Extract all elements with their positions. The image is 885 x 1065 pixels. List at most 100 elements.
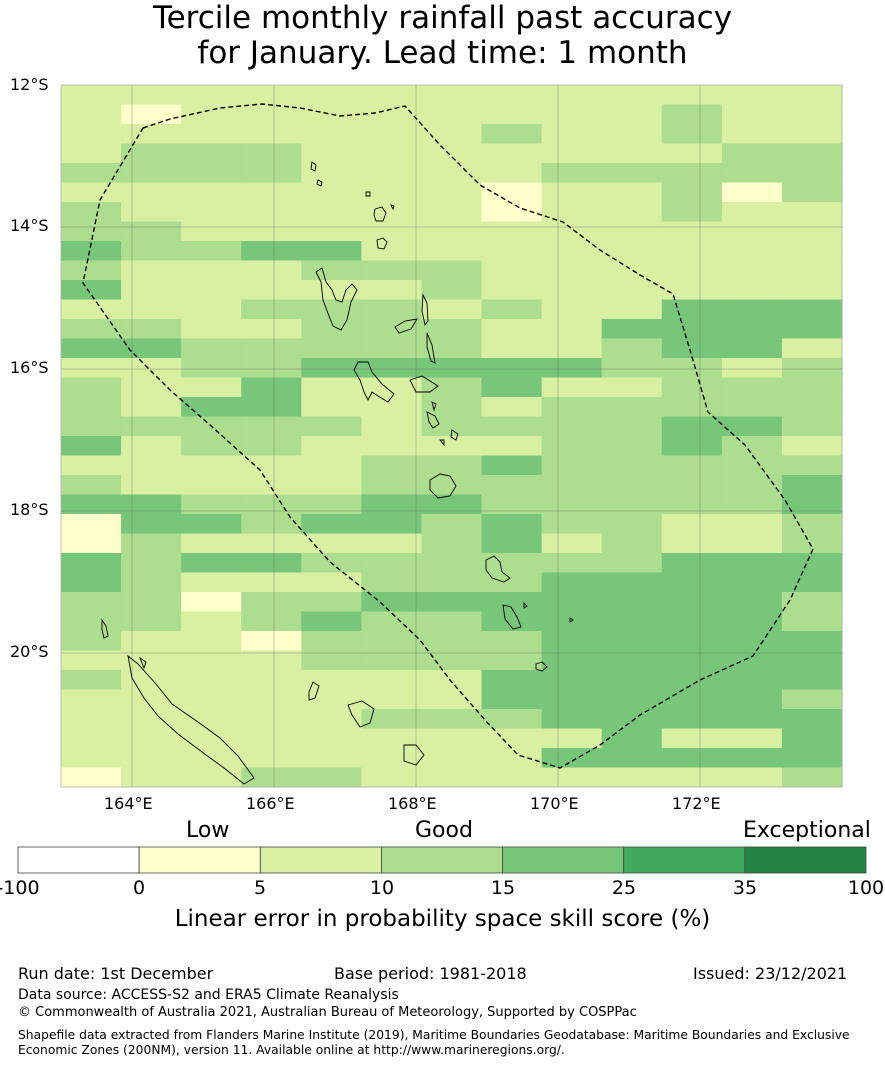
skill-cell	[721, 241, 783, 262]
skill-cell	[481, 163, 543, 184]
skill-cell	[241, 124, 302, 145]
skill-cell	[241, 592, 302, 613]
skill-cell	[61, 202, 122, 223]
skill-cell	[121, 299, 182, 320]
skill-cell	[721, 611, 783, 632]
lon-label-172e: 172°E	[672, 794, 721, 813]
skill-cell	[481, 709, 543, 730]
skill-cell	[481, 592, 543, 613]
skill-cell	[781, 143, 843, 164]
skill-cell	[361, 85, 423, 106]
skill-cell	[601, 572, 663, 593]
skill-cell	[301, 748, 362, 769]
skill-cell	[421, 455, 483, 476]
skill-cell	[241, 241, 302, 262]
skill-cell	[481, 358, 543, 379]
island-grande-terre	[127, 654, 255, 785]
skill-cell	[721, 182, 783, 203]
skill-cell	[481, 221, 543, 242]
skill-cell	[61, 650, 122, 671]
skill-cell	[301, 592, 362, 613]
skill-cell	[721, 202, 783, 223]
skill-cell	[541, 85, 603, 106]
map-title-line-1: Tercile monthly rainfall past accuracy	[152, 0, 733, 36]
skill-cell	[61, 124, 122, 145]
skill-cell	[61, 553, 122, 574]
graticule	[61, 85, 842, 787]
skill-cell	[181, 670, 242, 691]
skill-cell	[121, 553, 182, 574]
skill-cell	[661, 338, 723, 359]
skill-cell	[301, 611, 362, 632]
skill-cell	[421, 299, 483, 320]
skill-cell	[481, 124, 543, 145]
skill-cell	[481, 631, 543, 652]
skill-cell	[721, 260, 783, 281]
skill-cell	[481, 241, 543, 262]
skill-cell	[661, 592, 723, 613]
skill-cell	[121, 514, 182, 535]
skill-cell	[601, 611, 663, 632]
skill-cell	[181, 221, 242, 242]
island-shepherds	[450, 429, 459, 441]
skill-cell	[181, 124, 242, 145]
skill-cell	[421, 280, 483, 301]
skill-cell	[301, 241, 362, 262]
skill-cell	[361, 182, 423, 203]
skill-cell	[301, 163, 362, 184]
skill-cell	[361, 416, 423, 437]
skill-cell	[361, 650, 423, 671]
skill-cell	[481, 494, 543, 515]
skill-cell	[361, 572, 423, 593]
skill-cell	[421, 709, 483, 730]
skill-cell	[301, 260, 362, 281]
skill-cell	[421, 767, 483, 788]
skill-cell	[301, 338, 362, 359]
skill-cell	[61, 767, 122, 788]
skill-cell	[181, 455, 242, 476]
skill-cell	[181, 338, 242, 359]
skill-cell	[541, 299, 603, 320]
skill-cell	[781, 455, 843, 476]
skill-cell	[361, 299, 423, 320]
colorbar-tick: 25	[611, 877, 637, 899]
skill-cell	[181, 280, 242, 301]
skill-cell	[781, 85, 843, 106]
colorbar-tick: 15	[490, 877, 516, 899]
colorbar-segment	[623, 846, 746, 874]
island-small-1	[316, 179, 323, 187]
skill-cell	[781, 221, 843, 242]
skill-cell	[121, 260, 182, 281]
skill-cell	[421, 202, 483, 223]
skill-cell	[481, 553, 543, 574]
skill-cell	[721, 533, 783, 554]
island-mare	[403, 744, 425, 766]
skill-cell	[61, 514, 122, 535]
skill-cell	[781, 728, 843, 749]
skill-cell	[541, 163, 603, 184]
skill-cell	[421, 143, 483, 164]
skill-cell	[601, 358, 663, 379]
skill-cell	[121, 319, 182, 340]
skill-cell	[421, 124, 483, 145]
skill-cell	[601, 553, 663, 574]
skill-cell	[301, 670, 362, 691]
island-paama	[431, 401, 437, 412]
skill-cell	[541, 455, 603, 476]
skill-cell	[301, 514, 362, 535]
skill-cell	[601, 377, 663, 398]
skill-cell	[121, 358, 182, 379]
skill-cell	[301, 436, 362, 457]
colorbar-tick: 35	[732, 877, 758, 899]
skill-cell	[421, 650, 483, 671]
skill-cell	[181, 709, 242, 730]
skill-cell	[61, 572, 122, 593]
skill-cell	[601, 182, 663, 203]
skill-cell	[301, 143, 362, 164]
skill-cell	[181, 85, 242, 106]
skill-cell	[541, 182, 603, 203]
skill-cell	[661, 299, 723, 320]
skill-cell	[121, 221, 182, 242]
lon-label-170e: 170°E	[530, 794, 579, 813]
skill-cell	[121, 397, 182, 418]
